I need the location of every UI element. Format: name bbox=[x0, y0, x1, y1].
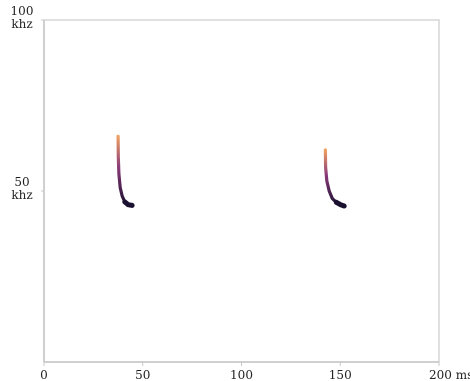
x-tick-label: 0 bbox=[40, 368, 48, 381]
y-tick-unit: khz bbox=[11, 17, 32, 31]
call-2-tail bbox=[333, 199, 347, 209]
y-tick-unit: khz bbox=[11, 188, 32, 202]
call-1-tail bbox=[122, 199, 135, 208]
plot-area bbox=[43, 19, 440, 363]
y-tick-label: 100 bbox=[11, 4, 34, 18]
x-tick-label: 150 bbox=[329, 368, 352, 381]
x-tick-label: 200 ms bbox=[429, 368, 470, 381]
x-tick-label: 50 bbox=[135, 368, 150, 381]
y-tick-label: 50 bbox=[14, 175, 29, 189]
x-tick-label: 100 bbox=[230, 368, 253, 381]
